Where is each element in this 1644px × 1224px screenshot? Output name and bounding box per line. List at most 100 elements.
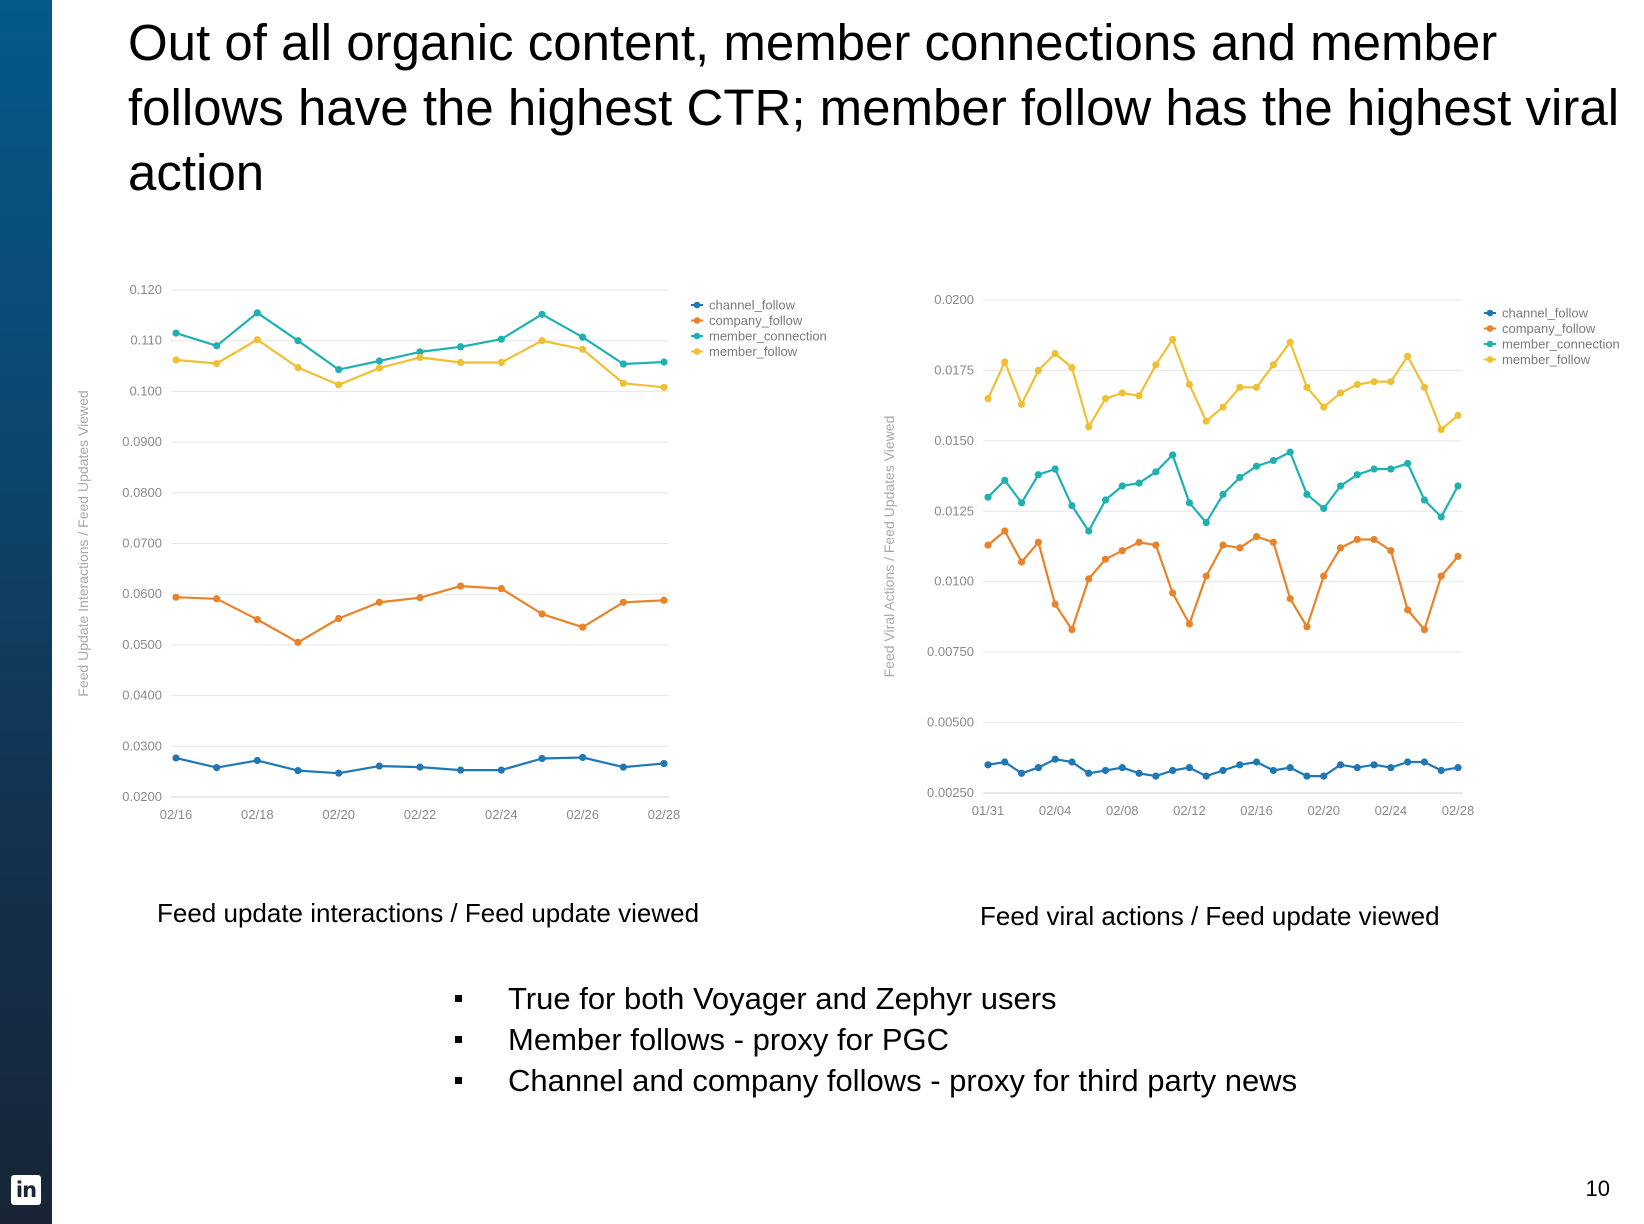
data-point xyxy=(1085,769,1093,777)
data-point xyxy=(1185,499,1194,507)
data-point xyxy=(579,345,587,353)
data-point xyxy=(335,365,343,374)
data-point xyxy=(1202,772,1210,780)
data-point xyxy=(1437,766,1445,775)
data-point xyxy=(579,623,587,631)
data-point xyxy=(1219,403,1227,411)
data-point xyxy=(1001,527,1009,535)
caption-interactions: Feed update interactions / Feed update v… xyxy=(157,898,700,928)
data-point xyxy=(1437,572,1445,580)
data-point xyxy=(253,615,261,624)
data-point xyxy=(1085,423,1093,431)
data-point xyxy=(1085,527,1093,535)
data-point xyxy=(416,348,424,356)
data-point xyxy=(1420,758,1429,766)
data-point xyxy=(1135,392,1143,400)
y-tick-label: 0.0900 xyxy=(122,434,162,449)
data-point xyxy=(375,598,383,606)
bullet-item: Member follows - proxy for PGC xyxy=(450,1019,1350,1060)
data-point xyxy=(984,395,992,403)
data-point xyxy=(1454,764,1462,772)
data-point xyxy=(457,766,465,774)
data-point xyxy=(1370,535,1378,544)
y-tick-label: 0.0100 xyxy=(934,574,974,589)
data-point xyxy=(1437,425,1445,434)
data-point xyxy=(1387,378,1395,386)
data-point xyxy=(1118,482,1126,490)
data-point xyxy=(253,309,261,317)
data-point xyxy=(579,333,587,341)
y-tick-label: 0.00250 xyxy=(927,785,974,800)
data-point xyxy=(1336,482,1345,490)
data-point xyxy=(1202,572,1210,580)
page-number: 10 xyxy=(1585,1176,1610,1201)
data-point xyxy=(1152,772,1160,780)
data-point xyxy=(579,753,587,762)
data-point xyxy=(1286,764,1294,772)
data-point xyxy=(1404,352,1412,360)
x-tick-label: 02/28 xyxy=(1442,803,1475,818)
data-point xyxy=(660,358,668,366)
data-point xyxy=(1101,496,1110,504)
data-point xyxy=(457,358,465,367)
data-point xyxy=(1185,620,1194,628)
x-tick-label: 02/12 xyxy=(1173,803,1206,818)
bullet-item: True for both Voyager and Zephyr users xyxy=(450,978,1350,1019)
x-tick-label: 02/18 xyxy=(241,807,274,822)
data-point xyxy=(1353,380,1361,389)
legend-label: channel_follow xyxy=(1502,306,1589,321)
data-point xyxy=(1068,758,1076,766)
legend-label: member_follow xyxy=(1502,352,1591,367)
data-point xyxy=(1303,623,1311,631)
data-point xyxy=(172,754,180,762)
data-point xyxy=(1336,544,1345,552)
data-point xyxy=(1219,490,1227,498)
x-tick-label: 02/24 xyxy=(1375,803,1408,818)
data-point xyxy=(1202,417,1210,425)
y-tick-label: 0.00500 xyxy=(927,715,974,730)
data-point xyxy=(1135,769,1143,777)
data-point xyxy=(1404,459,1412,467)
data-point xyxy=(1185,764,1194,772)
y-tick-label: 0.110 xyxy=(130,333,162,348)
data-point xyxy=(1420,496,1429,504)
y-axis-label: Feed Update Interactions / Feed Updates … xyxy=(75,390,91,696)
data-point xyxy=(1286,595,1294,603)
y-tick-label: 0.0400 xyxy=(122,688,162,703)
data-point xyxy=(619,763,627,771)
legend-marker xyxy=(1486,309,1494,317)
data-point xyxy=(1252,462,1261,470)
x-tick-label: 02/08 xyxy=(1106,803,1139,818)
x-tick-label: 02/20 xyxy=(1307,803,1340,818)
data-point xyxy=(1454,482,1462,490)
slide-title: Out of all organic content, member conne… xyxy=(128,14,1620,201)
data-point xyxy=(1269,361,1277,369)
data-point xyxy=(1320,572,1328,580)
legend-label: company_follow xyxy=(709,313,803,328)
data-point xyxy=(1454,552,1462,560)
data-point xyxy=(375,364,383,372)
legend-marker xyxy=(693,317,701,324)
data-point xyxy=(294,767,302,775)
data-point xyxy=(1152,361,1160,369)
data-point xyxy=(1336,761,1345,769)
data-point xyxy=(1118,389,1126,397)
data-point xyxy=(1001,476,1009,484)
data-point xyxy=(1219,541,1227,549)
data-point xyxy=(1286,448,1294,456)
data-point xyxy=(984,493,992,501)
data-point xyxy=(375,357,383,365)
x-tick-label: 02/22 xyxy=(404,807,437,822)
interactions-chart: 0.0200 0.0300 0.0400 0.0500 0.0600 0.0700 0.08… xyxy=(75,282,827,822)
data-point xyxy=(1068,364,1076,372)
data-point xyxy=(1353,471,1361,479)
data-point xyxy=(1169,335,1177,344)
data-point xyxy=(1353,764,1361,772)
data-point xyxy=(538,754,546,763)
data-point xyxy=(416,763,424,771)
data-point xyxy=(253,756,261,765)
data-point xyxy=(1152,468,1160,476)
y-tick-label: 0.0200 xyxy=(122,789,162,804)
data-point xyxy=(335,381,343,389)
data-point xyxy=(1286,338,1294,346)
